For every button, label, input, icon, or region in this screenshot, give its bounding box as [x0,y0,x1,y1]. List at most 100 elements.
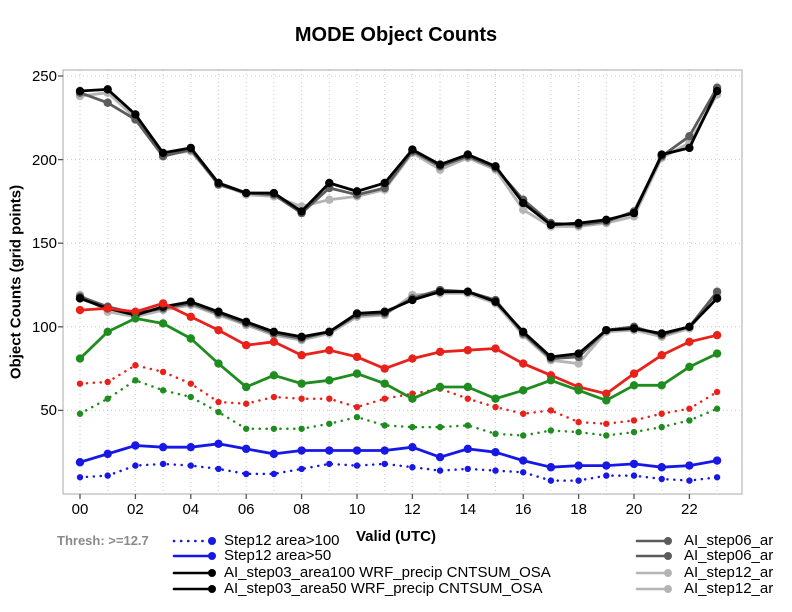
data-point-marker [381,422,388,429]
data-point-marker [215,465,222,473]
data-point-marker [575,418,582,426]
data-point-marker [492,467,499,474]
data-point-marker [658,423,665,431]
data-point-marker [186,312,195,321]
data-point-marker [297,332,306,342]
data-point-marker [158,299,168,308]
data-point-marker [269,327,279,337]
y-axis-tick-label: 250 [31,68,57,85]
data-point-marker [76,474,84,481]
y-axis-tick-label: 50 [40,402,57,420]
data-point-marker [352,369,362,378]
data-point-marker [132,462,139,469]
data-point-marker [381,395,388,402]
data-point-marker [491,162,500,171]
x-axis-tick-label: 10 [348,501,366,518]
data-point-marker [214,307,223,316]
legend-entry-label: Step12 area>100 [224,532,340,549]
legend-marker [664,552,672,560]
data-point-marker [214,178,223,188]
data-point-marker [325,446,334,455]
data-point-marker [104,395,111,402]
data-point-marker [242,317,251,326]
threshold-note: Thresh: >=12.7 [57,533,149,548]
series-line [78,462,719,482]
data-point-marker [352,309,362,318]
data-point-marker [546,220,556,230]
data-point-marker [712,349,722,358]
data-point-marker [187,380,194,387]
x-axis-tick-label: 00 [71,501,89,518]
legend-marker [208,585,216,593]
data-point-marker [297,446,306,455]
data-point-marker [352,446,362,455]
data-point-marker [187,393,194,401]
data-point-marker [547,477,555,484]
data-point-marker [657,150,666,159]
data-point-marker [103,85,112,94]
data-point-marker [519,359,528,368]
data-point-marker [242,444,251,454]
data-point-marker [269,188,279,198]
data-point-marker [464,395,471,402]
data-point-marker [186,297,195,306]
data-point-marker [243,400,250,407]
data-point-marker [602,461,611,470]
data-point-marker [574,386,583,395]
data-point-marker [574,461,583,470]
data-point-marker [325,327,334,337]
data-point-marker [464,465,471,473]
data-point-marker [186,442,195,452]
series-line [78,301,719,396]
data-point-marker [186,334,195,343]
data-point-marker [104,472,111,479]
data-point-marker [131,314,140,323]
data-point-marker [103,304,112,313]
x-axis-tick-label: 08 [293,501,310,518]
data-point-marker [380,379,389,388]
series-line [78,86,719,227]
data-point-marker [325,195,334,204]
data-point-marker [629,459,639,469]
plot-border [62,69,743,495]
series-line [78,379,719,437]
series-line [78,316,719,402]
data-point-marker [657,463,666,472]
data-point-marker [186,143,195,153]
x-axis-tick-label: 02 [127,501,144,518]
data-point-marker [75,305,85,315]
data-point-marker [104,378,111,386]
data-point-marker [629,369,639,378]
data-point-marker [436,467,444,474]
data-point-marker [602,389,611,398]
legend-entry-label: AI_step03_area100 WRF_precip CNTSUM_OSA [224,564,551,581]
data-point-marker [270,393,278,401]
data-point-marker [491,344,500,353]
data-point-marker [686,417,693,424]
data-point-marker [463,346,472,355]
data-point-marker [713,474,721,481]
data-point-marker [352,352,362,362]
x-axis-tick-label: 16 [514,501,532,518]
x-axis-tick-label: 18 [570,501,587,518]
y-axis-title: Object Counts (grid points) [7,184,25,380]
data-point-marker [75,458,85,467]
legend-entry-label: Step12 area>50 [224,547,332,564]
data-point-marker [103,98,112,107]
data-point-marker [712,330,722,340]
data-point-marker [712,287,722,296]
data-point-marker [519,205,528,214]
data-point-marker [75,294,85,303]
data-point-marker [658,475,665,483]
data-point-marker [269,337,279,347]
data-point-marker [242,188,251,198]
y-axis-tick-label: 100 [31,318,57,336]
data-point-marker [630,472,638,479]
data-point-marker [270,425,278,432]
data-point-marker [409,464,416,471]
data-point-marker [103,449,112,459]
data-point-marker [159,387,167,394]
data-point-marker [463,382,472,392]
data-point-marker [657,381,666,390]
data-point-marker [215,408,222,416]
